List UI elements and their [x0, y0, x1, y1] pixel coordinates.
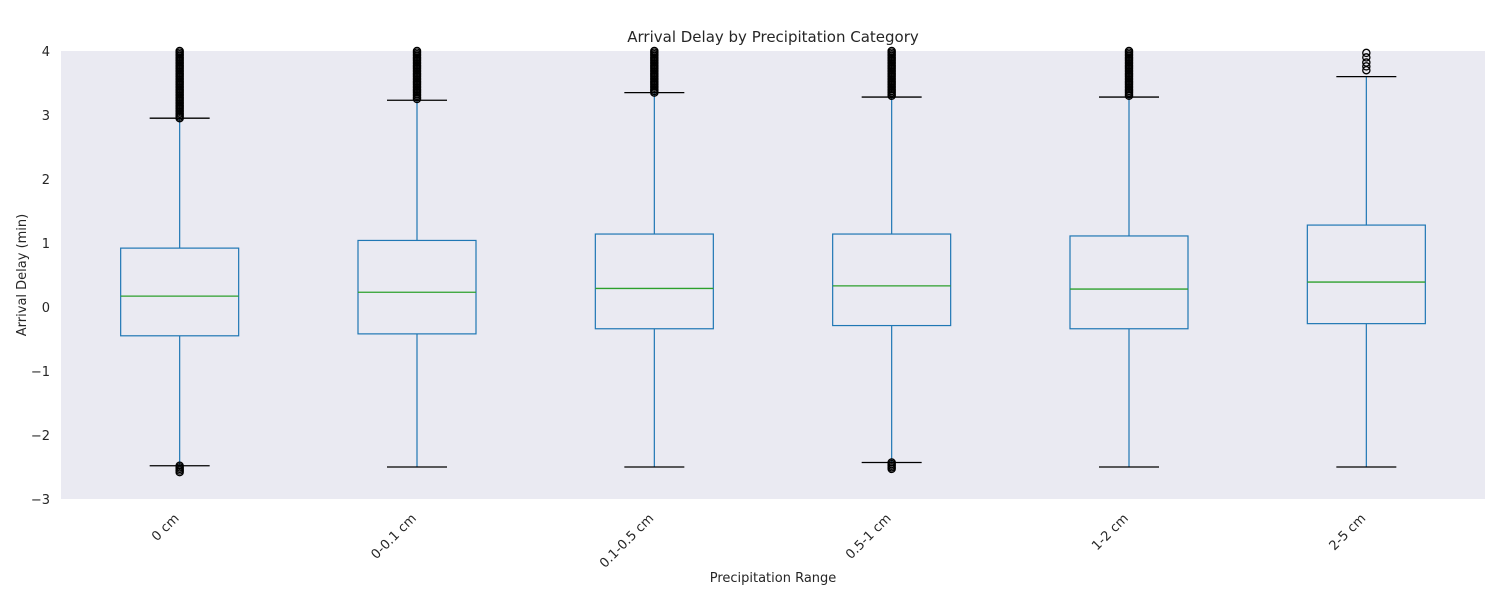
box-group: [1069, 46, 1189, 468]
outlier-point: [887, 464, 896, 474]
outlier-point: [175, 113, 184, 123]
plot-area: [61, 51, 1485, 499]
outlier-point: [1362, 53, 1371, 62]
outlier-point: [1124, 91, 1134, 101]
y-tick-label: 0: [42, 301, 50, 316]
boxes-layer: [120, 46, 1426, 477]
y-axis-label: Arrival Delay (min): [15, 214, 30, 336]
outlier-point: [1362, 48, 1371, 58]
y-tick-label: 3: [42, 109, 50, 124]
y-tick-label: 1: [42, 237, 50, 252]
outlier-point: [175, 467, 184, 477]
y-axis: −3 −2 −1 0 1 2 3 4: [31, 45, 50, 508]
outlier-point: [887, 91, 896, 101]
box-group: [594, 46, 714, 468]
outlier-point: [412, 94, 422, 104]
x-axis-label: Precipitation Range: [710, 571, 837, 586]
iqr-box: [357, 239, 477, 335]
y-tick-label: 2: [42, 173, 50, 188]
outlier-point: [1362, 58, 1371, 67]
y-tick-label: 4: [42, 45, 50, 60]
x-tick-label: 0.1-0.5 cm: [597, 511, 657, 571]
outlier-point: [650, 88, 659, 97]
iqr-box: [120, 247, 240, 337]
outlier-point: [1362, 62, 1371, 71]
y-tick-label: −1: [31, 365, 50, 380]
x-tick-label: 0 cm: [149, 511, 182, 544]
x-tick-label: 2-5 cm: [1327, 511, 1370, 554]
x-tick-label: 0-0.1 cm: [368, 511, 419, 562]
iqr-box: [832, 233, 952, 327]
box-group: [1306, 48, 1426, 468]
box-group: [832, 46, 952, 474]
y-tick-label: −2: [31, 429, 50, 444]
iqr-box: [1069, 235, 1189, 330]
x-tick-label: 1-2 cm: [1089, 511, 1132, 554]
x-axis: 0 cm 0-0.1 cm 0.1-0.5 cm 0.5-1 cm 1-2 cm 2-5 …: [149, 511, 1369, 571]
box-group: [357, 46, 477, 468]
x-tick-label: 0.5-1 cm: [843, 511, 894, 562]
iqr-box: [1306, 224, 1426, 325]
chart-title: Arrival Delay by Precipitation Category: [627, 28, 919, 46]
box-group: [120, 46, 240, 477]
y-tick-label: −3: [31, 493, 50, 508]
iqr-box: [594, 233, 714, 330]
